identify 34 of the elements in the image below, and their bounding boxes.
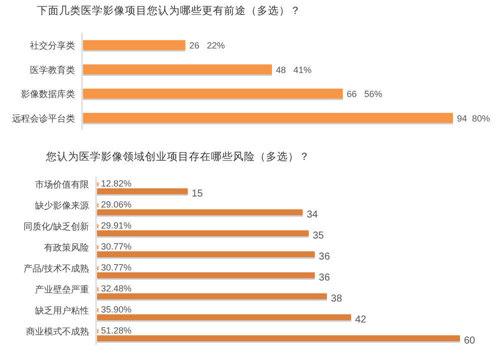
annotation: 29.06% xyxy=(101,199,132,210)
data-label: 42 xyxy=(355,314,367,326)
y-tick-label: 缺少影像来源 xyxy=(35,200,89,210)
data-label: 15 xyxy=(192,188,204,200)
data-label: 60 xyxy=(464,335,476,346)
y-tick-label: 远程会诊平台类 xyxy=(12,113,75,124)
y-tick-label: 缺乏用户粘性 xyxy=(35,305,89,316)
data-label: 36 xyxy=(318,251,330,262)
data-label: 34 xyxy=(306,209,318,220)
data-label: 94 80% xyxy=(457,113,490,124)
annotation: 35.90% xyxy=(101,304,132,314)
y-tick-label: 产品/技术不成熟 xyxy=(23,263,89,274)
annotation: 30.77% xyxy=(101,262,132,272)
annotation: 29.91% xyxy=(101,220,132,230)
chart-title: 您认为医学影像领域创业项目存在哪些风险（多选）？ xyxy=(45,150,310,163)
y-tick-label: 同质化/缺乏创新 xyxy=(23,221,89,232)
data-label: 38 xyxy=(330,293,342,304)
y-tick-label: 医学教育类 xyxy=(30,64,75,75)
y-tick-label: 产业壁垒严重 xyxy=(35,284,89,294)
data-label: 35 xyxy=(312,230,324,242)
data-label: 66 56% xyxy=(346,89,382,100)
annotation: 51.28% xyxy=(101,325,132,336)
chart-title: 下面几类医学影像项目您认为哪些更有前途（多选）？ xyxy=(37,4,301,17)
annotation: 30.77% xyxy=(101,241,132,252)
data-label: 48 41% xyxy=(276,64,312,75)
y-tick-label: 社交分享类 xyxy=(30,40,75,51)
annotation: 32.48% xyxy=(101,283,132,294)
y-tick-label: 商业模式不成熟 xyxy=(26,326,89,336)
y-tick-label: 影像数据库类 xyxy=(21,89,75,100)
y-tick-label: 有政策风险 xyxy=(44,242,89,252)
data-label: 36 xyxy=(318,272,330,284)
y-tick-label: 市场价值有限 xyxy=(35,179,89,190)
annotation: 12.82% xyxy=(101,178,132,188)
data-label: 26 22% xyxy=(189,40,225,51)
